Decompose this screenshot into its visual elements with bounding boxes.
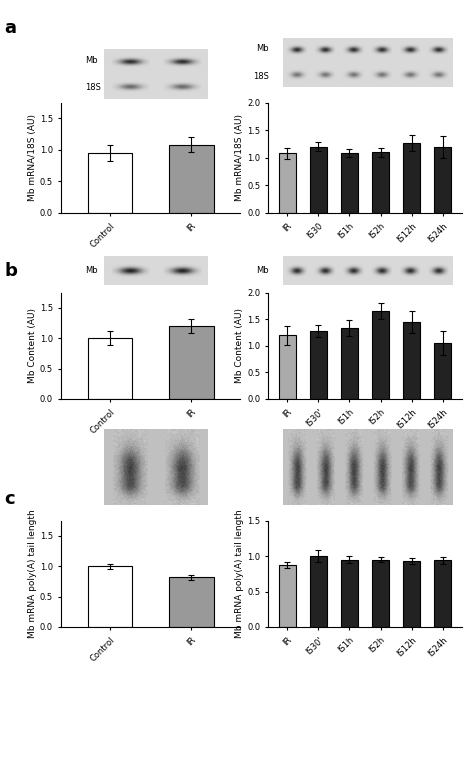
Y-axis label: Mb Content (AU): Mb Content (AU) bbox=[28, 309, 37, 383]
Bar bbox=[341, 154, 358, 213]
Bar bbox=[169, 577, 214, 627]
Text: 18S: 18S bbox=[253, 72, 269, 81]
Bar bbox=[88, 566, 132, 627]
Bar bbox=[278, 154, 296, 213]
Bar bbox=[434, 560, 452, 627]
Text: a: a bbox=[5, 19, 16, 37]
Y-axis label: Mb mRNA/18S (AU): Mb mRNA/18S (AU) bbox=[235, 114, 244, 201]
Text: 18S: 18S bbox=[85, 84, 101, 93]
Bar bbox=[403, 561, 420, 627]
Text: b: b bbox=[5, 262, 17, 280]
Bar bbox=[310, 556, 327, 627]
Y-axis label: Mb mRNA poly(A) tail length: Mb mRNA poly(A) tail length bbox=[28, 509, 37, 638]
Text: Mb: Mb bbox=[85, 55, 97, 65]
Bar bbox=[310, 147, 327, 213]
Bar bbox=[341, 559, 358, 627]
Bar bbox=[403, 322, 420, 399]
Y-axis label: Mb mRNA/18S (AU): Mb mRNA/18S (AU) bbox=[28, 114, 37, 201]
Y-axis label: Mb Content (AU): Mb Content (AU) bbox=[235, 309, 244, 383]
Y-axis label: Mb mRNA poly(A) tail length: Mb mRNA poly(A) tail length bbox=[235, 509, 244, 638]
Text: Mb: Mb bbox=[256, 44, 269, 53]
Text: c: c bbox=[5, 490, 16, 508]
Bar bbox=[169, 326, 214, 399]
Bar bbox=[278, 335, 296, 399]
Bar bbox=[88, 338, 132, 399]
Bar bbox=[372, 312, 389, 399]
Bar bbox=[278, 565, 296, 627]
Bar bbox=[88, 153, 132, 213]
Bar bbox=[434, 344, 452, 399]
Bar bbox=[403, 143, 420, 213]
Bar bbox=[372, 152, 389, 213]
Bar bbox=[341, 328, 358, 399]
Bar bbox=[169, 145, 214, 213]
Bar bbox=[434, 147, 452, 213]
Bar bbox=[310, 331, 327, 399]
Text: Mb: Mb bbox=[256, 266, 269, 275]
Text: Mb: Mb bbox=[85, 266, 97, 275]
Bar bbox=[372, 559, 389, 627]
